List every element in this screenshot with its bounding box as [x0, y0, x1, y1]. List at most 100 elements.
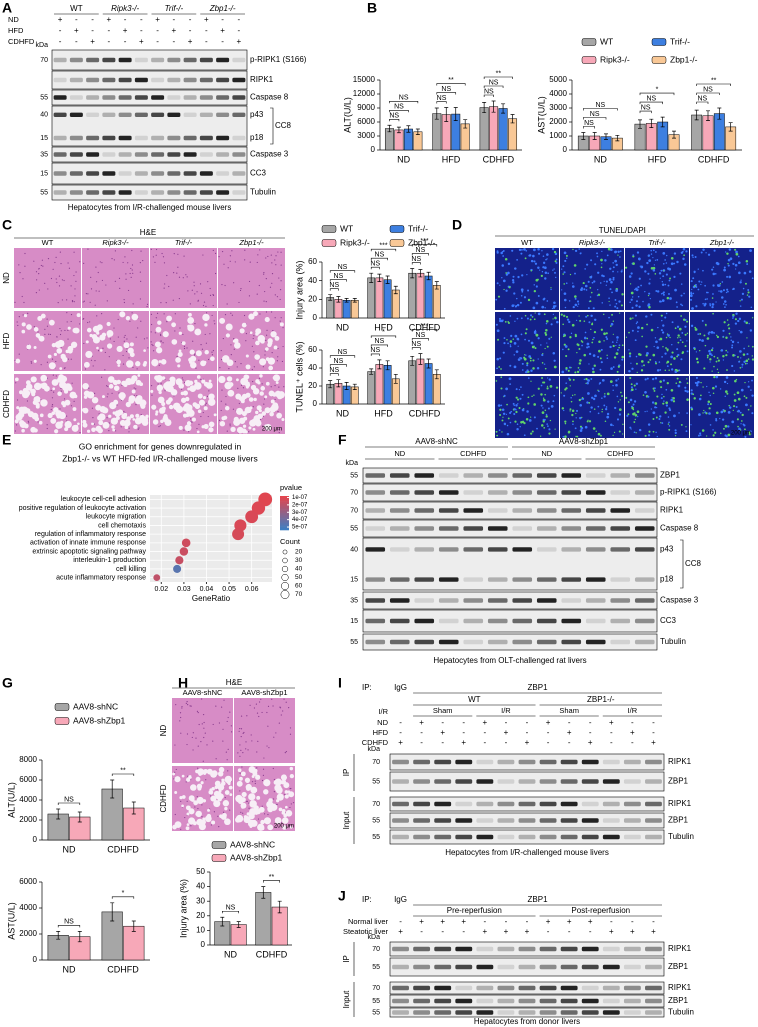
stain-dot [600, 266, 603, 269]
stain-dot [646, 410, 648, 412]
y-tick-label: 20 [196, 911, 205, 920]
lipid-droplet [197, 409, 202, 414]
nucleus [143, 338, 146, 340]
mw-label: 70 [372, 759, 380, 766]
nucleus [253, 335, 255, 337]
lipid-droplet [31, 412, 39, 420]
y-tick-label: 4000 [19, 903, 37, 912]
nucleus [273, 798, 275, 800]
nucleus [259, 313, 261, 315]
stain-dot [673, 275, 676, 279]
band [585, 526, 606, 531]
stain-dot [737, 261, 741, 265]
stain-dot [618, 344, 621, 347]
nucleus [60, 330, 62, 332]
legend-swatch [651, 38, 667, 46]
stain-dot [750, 306, 753, 309]
stain-dot [723, 266, 726, 269]
band [434, 779, 452, 784]
stain-dot [542, 398, 546, 402]
stain-dot [578, 369, 581, 371]
stain-dot [587, 392, 590, 395]
nucleus [118, 392, 120, 394]
band [497, 759, 515, 765]
nucleus [22, 278, 24, 280]
stain-dot [526, 274, 528, 276]
nucleus [111, 392, 113, 394]
band [365, 577, 386, 582]
significance-label: NS [394, 104, 404, 111]
stain-dot [712, 392, 715, 395]
nucleus [70, 285, 72, 287]
stain-dot [741, 366, 743, 368]
stain-dot [733, 399, 737, 402]
band [118, 112, 132, 117]
stain-dot [515, 404, 518, 407]
lipid-droplet [218, 771, 224, 777]
stain-dot [514, 267, 517, 270]
lane-sign: - [526, 718, 529, 727]
error-bar [415, 128, 420, 135]
lipid-droplet [60, 375, 68, 383]
panel-letter: A [2, 0, 12, 16]
lipid-droplet [72, 407, 77, 411]
significance-bracket [389, 109, 409, 113]
band [602, 946, 620, 952]
stain-dot [738, 427, 741, 431]
stain-dot [542, 261, 546, 264]
panel-letter: C [2, 217, 12, 233]
nucleus [174, 330, 176, 332]
lane-sign: - [189, 26, 192, 35]
stain-dot [633, 431, 636, 434]
lane-sign: + [440, 728, 445, 737]
stain-dot [698, 338, 702, 342]
stain-dot [586, 401, 589, 404]
nucleus [272, 330, 274, 332]
lane-header: CDHFD [460, 449, 487, 458]
nucleus [205, 312, 208, 314]
lipid-droplet [53, 342, 58, 347]
band-label: Caspase 8 [660, 524, 699, 533]
nucleus [251, 781, 254, 783]
stain-dot [664, 369, 667, 372]
lipid-droplet [171, 322, 177, 328]
stain-dot [710, 331, 714, 334]
stain-dot [711, 347, 714, 349]
stain-dot [651, 401, 655, 404]
nucleus [196, 427, 198, 430]
significance-label: NS [411, 341, 421, 348]
stain-dot [649, 358, 652, 361]
band [476, 779, 494, 784]
nucleus [242, 732, 244, 734]
stain-dot [680, 283, 683, 285]
condition-label: CDHFD [362, 738, 389, 747]
lipid-droplet [257, 823, 265, 831]
stain-dot [563, 334, 567, 337]
lane-sign: - [441, 718, 444, 727]
lane-sign: + [461, 917, 466, 926]
bar [408, 360, 417, 405]
nucleus [256, 767, 258, 769]
stain-dot [662, 402, 665, 405]
lipid-droplet [230, 426, 236, 433]
nucleus [70, 313, 73, 316]
stain-dot [565, 367, 568, 370]
y-axis-label: ALT(U/L) [342, 97, 352, 133]
lipid-droplet [187, 324, 191, 328]
nucleus [233, 282, 235, 284]
band [476, 964, 494, 970]
lipid-droplet [59, 367, 63, 370]
stain-dot [661, 355, 663, 358]
nucleus [60, 390, 62, 392]
stain-dot [605, 406, 608, 408]
stain-dot [629, 377, 632, 380]
nucleus [213, 320, 215, 322]
lipid-droplet [26, 324, 32, 330]
nucleus [253, 707, 256, 709]
nucleus [30, 361, 32, 363]
panel-letter: D [452, 217, 462, 233]
stain-dot [647, 272, 650, 275]
stain-dot [647, 395, 650, 398]
y-tick-label: 20 [308, 381, 317, 390]
lipid-droplet [213, 413, 217, 417]
